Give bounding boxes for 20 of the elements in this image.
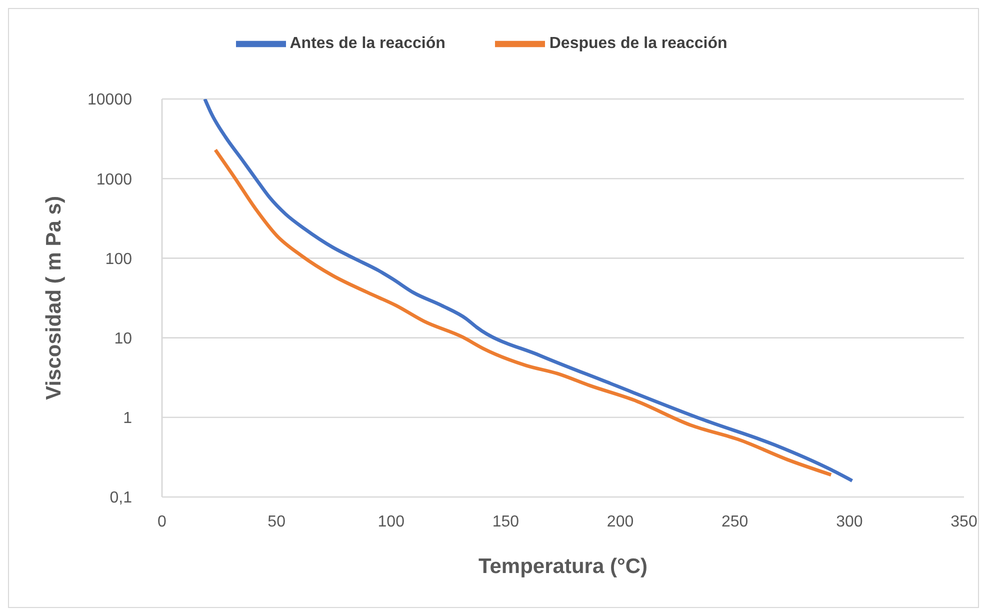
- x-tick-label: 250: [722, 513, 748, 530]
- x-axis-title: Temperatura (°C): [478, 555, 648, 578]
- line-series: [203, 99, 854, 482]
- y-tick-label: 10: [114, 330, 132, 348]
- x-tick-label: 300: [836, 513, 863, 530]
- x-tick-label: 0: [158, 513, 167, 530]
- legend-label: Antes de la reacción: [290, 35, 446, 52]
- x-tick-label: 150: [492, 513, 520, 530]
- y-tick-label: 10000: [88, 92, 132, 109]
- line-series: [214, 148, 833, 477]
- x-tick-label: 200: [606, 513, 634, 530]
- x-tick-label: 50: [268, 513, 286, 530]
- y-tick-label: 100: [105, 250, 132, 268]
- y-tick-label: 1000: [96, 171, 132, 188]
- y-tick-label: 0,1: [110, 490, 132, 507]
- y-tick-label: 1: [123, 410, 132, 428]
- x-tick-label: 350: [950, 513, 978, 530]
- legend-label: Despues de la reacción: [549, 35, 728, 52]
- y-axis-title: Viscosidad ( m Pa s): [42, 196, 66, 400]
- x-tick-label: 100: [378, 513, 405, 530]
